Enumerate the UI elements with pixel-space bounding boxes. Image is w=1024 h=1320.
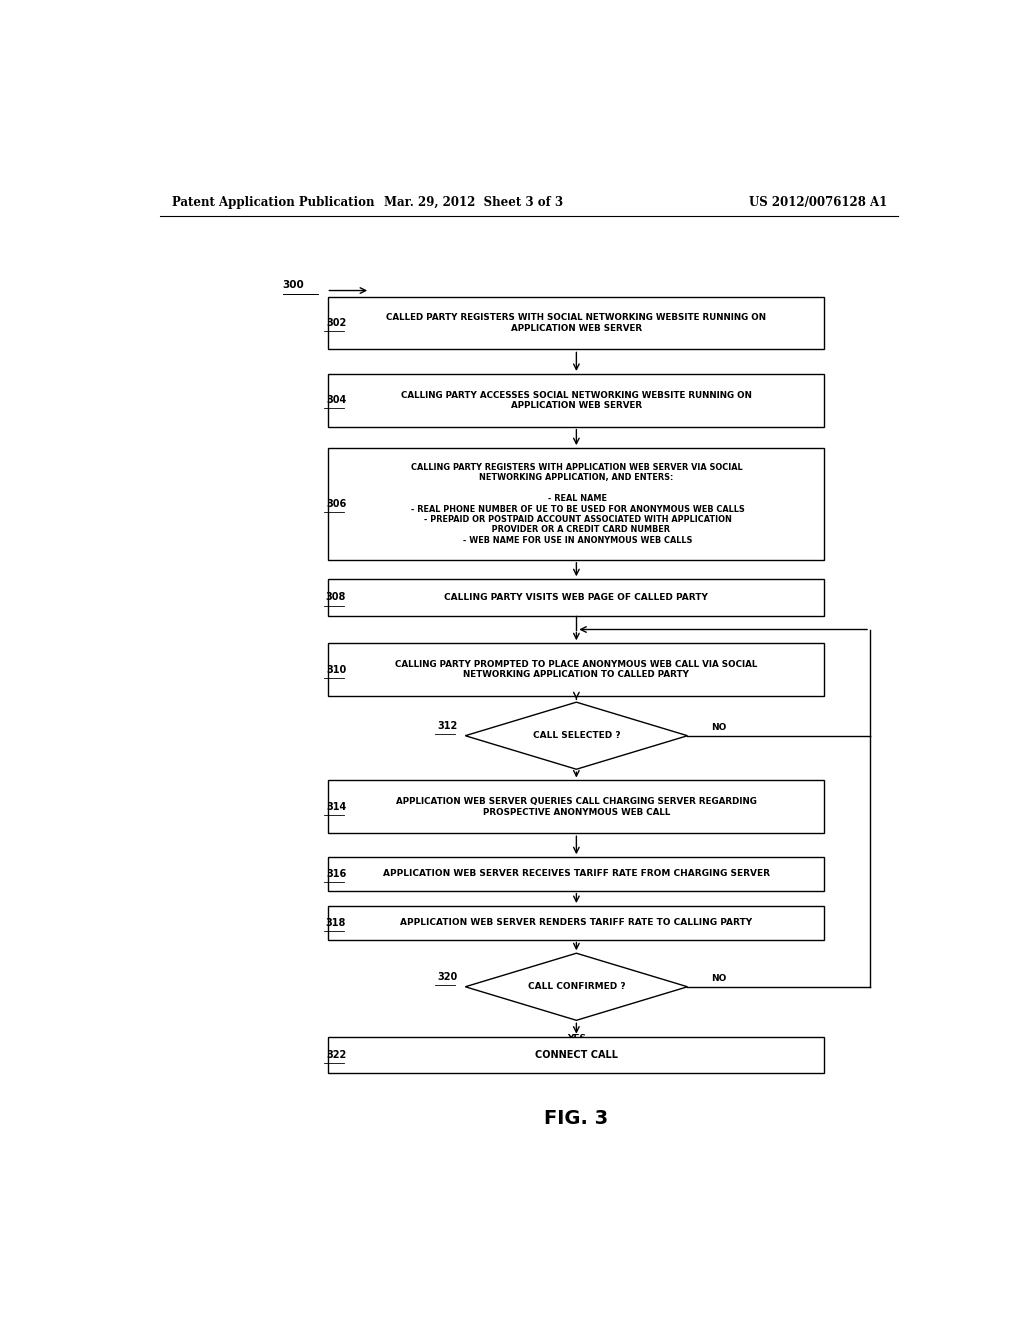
Polygon shape: [465, 953, 687, 1020]
FancyBboxPatch shape: [329, 447, 824, 560]
Text: APPLICATION WEB SERVER RECEIVES TARIFF RATE FROM CHARGING SERVER: APPLICATION WEB SERVER RECEIVES TARIFF R…: [383, 870, 770, 878]
Text: 310: 310: [326, 665, 346, 675]
Text: 320: 320: [437, 972, 458, 982]
FancyBboxPatch shape: [329, 297, 824, 350]
Text: FIG. 3: FIG. 3: [545, 1109, 608, 1129]
Text: 316: 316: [326, 869, 346, 879]
FancyBboxPatch shape: [329, 579, 824, 616]
Text: Mar. 29, 2012  Sheet 3 of 3: Mar. 29, 2012 Sheet 3 of 3: [384, 195, 563, 209]
Text: 300: 300: [283, 280, 304, 290]
Text: 308: 308: [326, 593, 346, 602]
Polygon shape: [465, 702, 687, 770]
Text: US 2012/0076128 A1: US 2012/0076128 A1: [750, 195, 888, 209]
Text: CALL SELECTED ?: CALL SELECTED ?: [532, 731, 621, 741]
Text: NO: NO: [712, 723, 727, 733]
Text: CALL CONFIRMED ?: CALL CONFIRMED ?: [527, 982, 626, 991]
Text: 322: 322: [326, 1049, 346, 1060]
Text: APPLICATION WEB SERVER QUERIES CALL CHARGING SERVER REGARDING
PROSPECTIVE ANONYM: APPLICATION WEB SERVER QUERIES CALL CHAR…: [396, 797, 757, 817]
Text: 304: 304: [326, 395, 346, 405]
FancyBboxPatch shape: [329, 643, 824, 696]
FancyBboxPatch shape: [329, 906, 824, 940]
FancyBboxPatch shape: [329, 780, 824, 833]
Text: 312: 312: [437, 721, 458, 730]
Text: APPLICATION WEB SERVER RENDERS TARIFF RATE TO CALLING PARTY: APPLICATION WEB SERVER RENDERS TARIFF RA…: [400, 919, 753, 927]
Text: 306: 306: [326, 499, 346, 510]
Text: CALLED PARTY REGISTERS WITH SOCIAL NETWORKING WEBSITE RUNNING ON
APPLICATION WEB: CALLED PARTY REGISTERS WITH SOCIAL NETWO…: [386, 313, 766, 333]
Text: 302: 302: [326, 318, 346, 329]
Text: YES: YES: [567, 783, 586, 792]
FancyBboxPatch shape: [329, 374, 824, 426]
Text: NO: NO: [712, 974, 727, 983]
Text: CONNECT CALL: CONNECT CALL: [535, 1049, 617, 1060]
Text: 314: 314: [326, 801, 346, 812]
Text: Patent Application Publication: Patent Application Publication: [172, 195, 374, 209]
Text: CALLING PARTY ACCESSES SOCIAL NETWORKING WEBSITE RUNNING ON
APPLICATION WEB SERV: CALLING PARTY ACCESSES SOCIAL NETWORKING…: [401, 391, 752, 411]
Text: CALLING PARTY REGISTERS WITH APPLICATION WEB SERVER VIA SOCIAL
NETWORKING APPLIC: CALLING PARTY REGISTERS WITH APPLICATION…: [408, 463, 744, 545]
Text: CALLING PARTY PROMPTED TO PLACE ANONYMOUS WEB CALL VIA SOCIAL
NETWORKING APPLICA: CALLING PARTY PROMPTED TO PLACE ANONYMOU…: [395, 660, 758, 680]
Text: YES: YES: [567, 1034, 586, 1043]
FancyBboxPatch shape: [329, 857, 824, 891]
Text: 318: 318: [326, 917, 346, 928]
Text: CALLING PARTY VISITS WEB PAGE OF CALLED PARTY: CALLING PARTY VISITS WEB PAGE OF CALLED …: [444, 593, 709, 602]
FancyBboxPatch shape: [329, 1036, 824, 1073]
